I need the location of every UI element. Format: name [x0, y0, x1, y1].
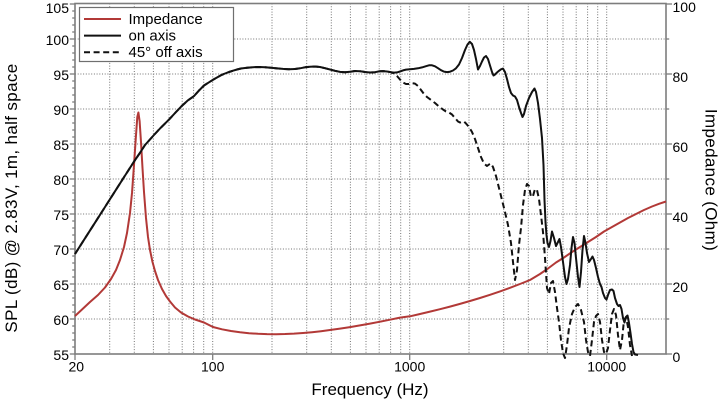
svg-text:20: 20 [673, 279, 689, 295]
svg-text:on axis: on axis [129, 28, 177, 45]
svg-text:70: 70 [53, 242, 69, 258]
svg-text:45° off axis: 45° off axis [129, 44, 203, 61]
svg-text:75: 75 [53, 207, 69, 223]
svg-text:Impedance (Ohm): Impedance (Ohm) [702, 109, 720, 251]
svg-text:Impedance: Impedance [129, 11, 203, 28]
svg-text:100: 100 [46, 32, 70, 48]
svg-text:80: 80 [53, 172, 69, 188]
svg-text:SPL (dB) @ 2.83V, 1m, half spa: SPL (dB) @ 2.83V, 1m, half space [2, 63, 21, 332]
svg-text:90: 90 [53, 102, 69, 118]
svg-text:55: 55 [53, 347, 69, 363]
svg-text:60: 60 [673, 139, 689, 155]
svg-text:80: 80 [673, 69, 689, 85]
svg-text:85: 85 [53, 137, 69, 153]
svg-text:20: 20 [69, 359, 85, 375]
svg-text:1000: 1000 [394, 359, 425, 375]
svg-text:100: 100 [673, 0, 697, 15]
svg-text:100: 100 [201, 359, 225, 375]
svg-text:60: 60 [53, 312, 69, 328]
svg-text:Frequency (Hz): Frequency (Hz) [311, 380, 428, 399]
svg-text:105: 105 [46, 0, 70, 16]
svg-text:65: 65 [53, 277, 69, 293]
svg-text:0: 0 [673, 349, 681, 365]
svg-text:10000: 10000 [587, 359, 626, 375]
svg-text:95: 95 [53, 67, 69, 83]
svg-text:40: 40 [673, 209, 689, 225]
